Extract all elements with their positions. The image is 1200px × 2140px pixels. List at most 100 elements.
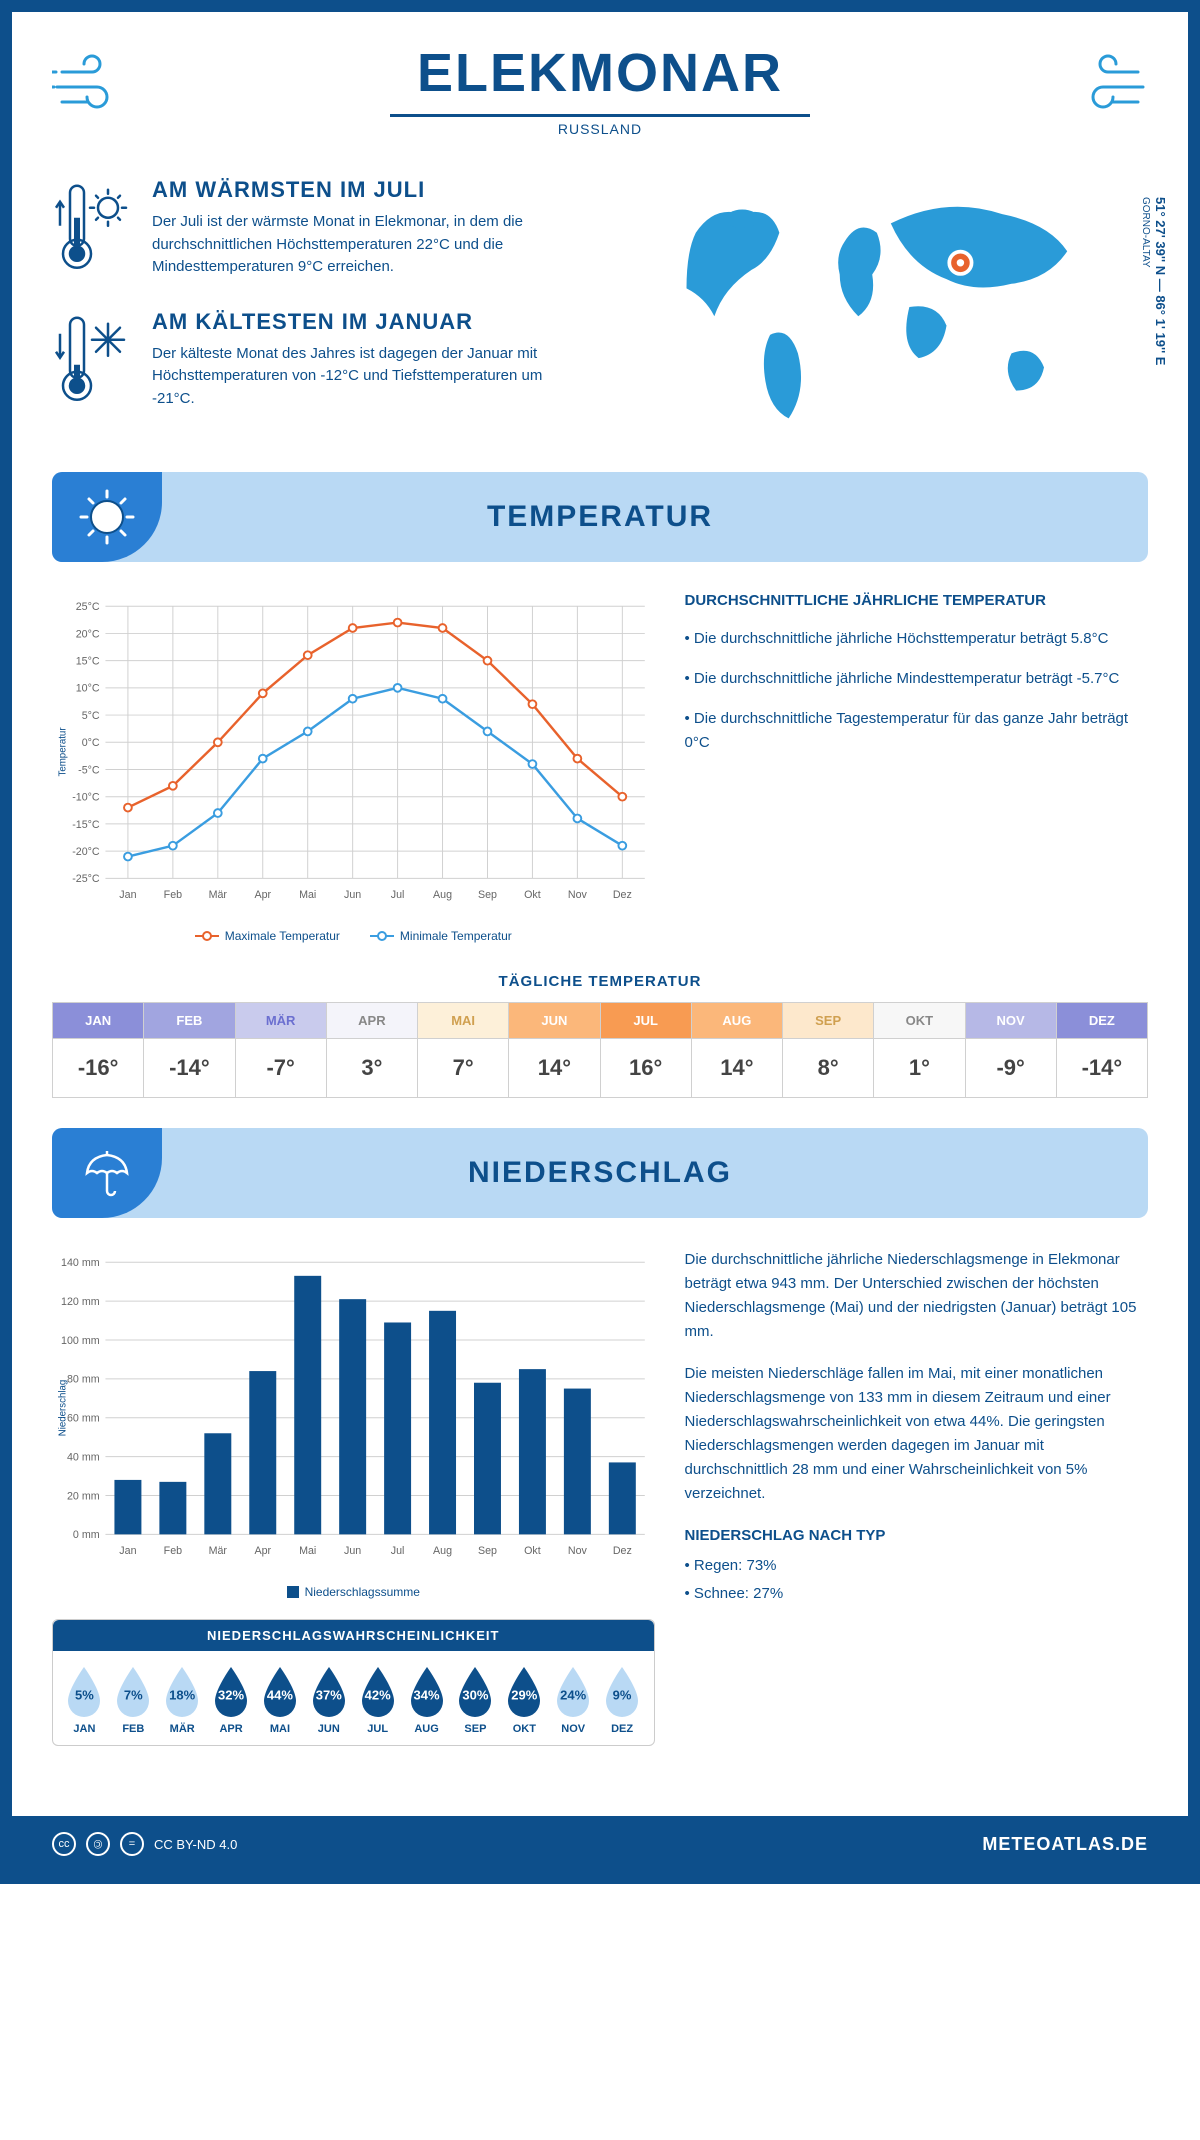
svg-text:Sep: Sep bbox=[478, 889, 497, 901]
page-title: ELEKMONAR bbox=[52, 42, 1148, 104]
svg-text:Feb: Feb bbox=[164, 889, 182, 901]
warmest-fact: AM WÄRMSTEN IM JULI Der Juli ist der wär… bbox=[52, 177, 585, 279]
svg-text:15°C: 15°C bbox=[76, 656, 100, 668]
temperature-banner: TEMPERATUR bbox=[52, 472, 1148, 562]
svg-text:80 mm: 80 mm bbox=[67, 1374, 100, 1386]
svg-text:0°C: 0°C bbox=[82, 737, 100, 749]
page-subtitle: RUSSLAND bbox=[52, 121, 1148, 137]
temperature-title: TEMPERATUR bbox=[487, 500, 713, 534]
coldest-text: Der kälteste Monat des Jahres ist dagege… bbox=[152, 343, 585, 411]
svg-text:Aug: Aug bbox=[433, 1545, 452, 1557]
brand: METEOATLAS.DE bbox=[982, 1834, 1148, 1855]
svg-text:Aug: Aug bbox=[433, 889, 452, 901]
daily-cell: SEP8° bbox=[782, 1003, 873, 1097]
precip-text-2: Die meisten Niederschläge fallen im Mai,… bbox=[685, 1362, 1148, 1506]
precip-type-point: • Regen: 73% bbox=[685, 1554, 1148, 1578]
svg-text:40 mm: 40 mm bbox=[67, 1451, 100, 1463]
prob-cell: 30%SEP bbox=[452, 1665, 499, 1735]
prob-cell: 32%APR bbox=[208, 1665, 255, 1735]
temp-info-point: • Die durchschnittliche Tagestemperatur … bbox=[685, 707, 1148, 755]
svg-text:-15°C: -15°C bbox=[72, 819, 100, 831]
prob-cell: 7%FEB bbox=[110, 1665, 157, 1735]
svg-text:-5°C: -5°C bbox=[78, 764, 100, 776]
thermometer-sun-icon bbox=[52, 177, 132, 279]
temp-info-point: • Die durchschnittliche jährliche Mindes… bbox=[685, 667, 1148, 691]
precip-text-1: Die durchschnittliche jährliche Niedersc… bbox=[685, 1248, 1148, 1344]
wind-icon bbox=[1058, 52, 1148, 122]
svg-text:Niederschlag: Niederschlag bbox=[58, 1380, 69, 1437]
temperature-legend: Maximale Temperatur Minimale Temperatur bbox=[52, 929, 655, 943]
svg-text:Jun: Jun bbox=[344, 1545, 361, 1557]
daily-cell: JUL16° bbox=[600, 1003, 691, 1097]
footer: cc 🄯 = CC BY-ND 4.0 METEOATLAS.DE bbox=[12, 1816, 1188, 1872]
thermometer-snow-icon bbox=[52, 309, 132, 411]
prob-cell: 18%MÄR bbox=[159, 1665, 206, 1735]
svg-text:Okt: Okt bbox=[524, 1545, 541, 1557]
precip-banner: NIEDERSCHLAG bbox=[52, 1128, 1148, 1218]
svg-text:Nov: Nov bbox=[568, 1545, 588, 1557]
daily-cell: JUN14° bbox=[508, 1003, 599, 1097]
svg-text:Jan: Jan bbox=[119, 1545, 136, 1557]
umbrella-icon bbox=[52, 1128, 162, 1218]
svg-text:Mär: Mär bbox=[209, 1545, 228, 1557]
license-text: CC BY-ND 4.0 bbox=[154, 1837, 237, 1852]
world-map bbox=[615, 177, 1148, 437]
precip-probability-box: NIEDERSCHLAGSWAHRSCHEINLICHKEIT 5%JAN7%F… bbox=[52, 1619, 655, 1746]
daily-cell: DEZ-14° bbox=[1056, 1003, 1147, 1097]
prob-cell: 5%JAN bbox=[61, 1665, 108, 1735]
precip-chart: 0 mm20 mm40 mm60 mm80 mm100 mm120 mm140 … bbox=[52, 1248, 655, 1568]
wind-icon bbox=[52, 52, 142, 122]
svg-text:10°C: 10°C bbox=[76, 683, 100, 695]
daily-cell: MÄR-7° bbox=[235, 1003, 326, 1097]
svg-text:-20°C: -20°C bbox=[72, 846, 100, 858]
coldest-title: AM KÄLTESTEN IM JANUAR bbox=[152, 309, 585, 335]
svg-text:Temperatur: Temperatur bbox=[58, 727, 69, 777]
coldest-fact: AM KÄLTESTEN IM JANUAR Der kälteste Mona… bbox=[52, 309, 585, 411]
prob-cell: 44%MAI bbox=[257, 1665, 304, 1735]
svg-text:Sep: Sep bbox=[478, 1545, 497, 1557]
temp-info-title: DURCHSCHNITTLICHE JÄHRLICHE TEMPERATUR bbox=[685, 592, 1148, 609]
prob-cell: 9%DEZ bbox=[599, 1665, 646, 1735]
temperature-chart: -25°C-20°C-15°C-10°C-5°C0°C5°C10°C15°C20… bbox=[52, 592, 655, 912]
svg-text:Dez: Dez bbox=[613, 1545, 632, 1557]
svg-text:20 mm: 20 mm bbox=[67, 1490, 100, 1502]
svg-text:Mär: Mär bbox=[209, 889, 228, 901]
daily-cell: APR3° bbox=[326, 1003, 417, 1097]
precip-legend: Niederschlagssumme bbox=[52, 1585, 655, 1599]
daily-cell: AUG14° bbox=[691, 1003, 782, 1097]
prob-cell: 29%OKT bbox=[501, 1665, 548, 1735]
precip-title: NIEDERSCHLAG bbox=[468, 1156, 732, 1190]
prob-cell: 42%JUL bbox=[354, 1665, 401, 1735]
svg-text:Jul: Jul bbox=[391, 889, 405, 901]
sun-icon bbox=[52, 472, 162, 562]
svg-text:25°C: 25°C bbox=[76, 601, 100, 613]
svg-text:Apr: Apr bbox=[254, 889, 271, 901]
svg-text:5°C: 5°C bbox=[82, 710, 100, 722]
svg-text:Dez: Dez bbox=[613, 889, 632, 901]
daily-temp-title: TÄGLICHE TEMPERATUR bbox=[52, 973, 1148, 990]
nd-icon: = bbox=[120, 1832, 144, 1856]
warmest-text: Der Juli ist der wärmste Monat in Elekmo… bbox=[152, 211, 585, 279]
svg-text:140 mm: 140 mm bbox=[61, 1257, 100, 1269]
warmest-title: AM WÄRMSTEN IM JULI bbox=[152, 177, 585, 203]
svg-text:Jul: Jul bbox=[391, 1545, 405, 1557]
svg-text:60 mm: 60 mm bbox=[67, 1413, 100, 1425]
precip-type-title: NIEDERSCHLAG NACH TYP bbox=[685, 1524, 1148, 1548]
precip-type-point: • Schnee: 27% bbox=[685, 1582, 1148, 1606]
by-icon: 🄯 bbox=[86, 1832, 110, 1856]
daily-cell: JAN-16° bbox=[53, 1003, 143, 1097]
svg-text:20°C: 20°C bbox=[76, 628, 100, 640]
svg-text:Mai: Mai bbox=[299, 889, 316, 901]
svg-text:100 mm: 100 mm bbox=[61, 1335, 100, 1347]
temp-info-point: • Die durchschnittliche jährliche Höchst… bbox=[685, 627, 1148, 651]
prob-title: NIEDERSCHLAGSWAHRSCHEINLICHKEIT bbox=[53, 1620, 654, 1651]
daily-cell: OKT1° bbox=[873, 1003, 964, 1097]
svg-text:0 mm: 0 mm bbox=[73, 1529, 100, 1541]
svg-text:Okt: Okt bbox=[524, 889, 541, 901]
prob-cell: 34%AUG bbox=[403, 1665, 450, 1735]
prob-cell: 37%JUN bbox=[305, 1665, 352, 1735]
daily-cell: FEB-14° bbox=[143, 1003, 234, 1097]
svg-text:Jan: Jan bbox=[119, 889, 136, 901]
prob-cell: 24%NOV bbox=[550, 1665, 597, 1735]
coordinates: 51° 27' 39'' N — 86° 1' 19'' E GORNO-ALT… bbox=[1138, 197, 1168, 365]
